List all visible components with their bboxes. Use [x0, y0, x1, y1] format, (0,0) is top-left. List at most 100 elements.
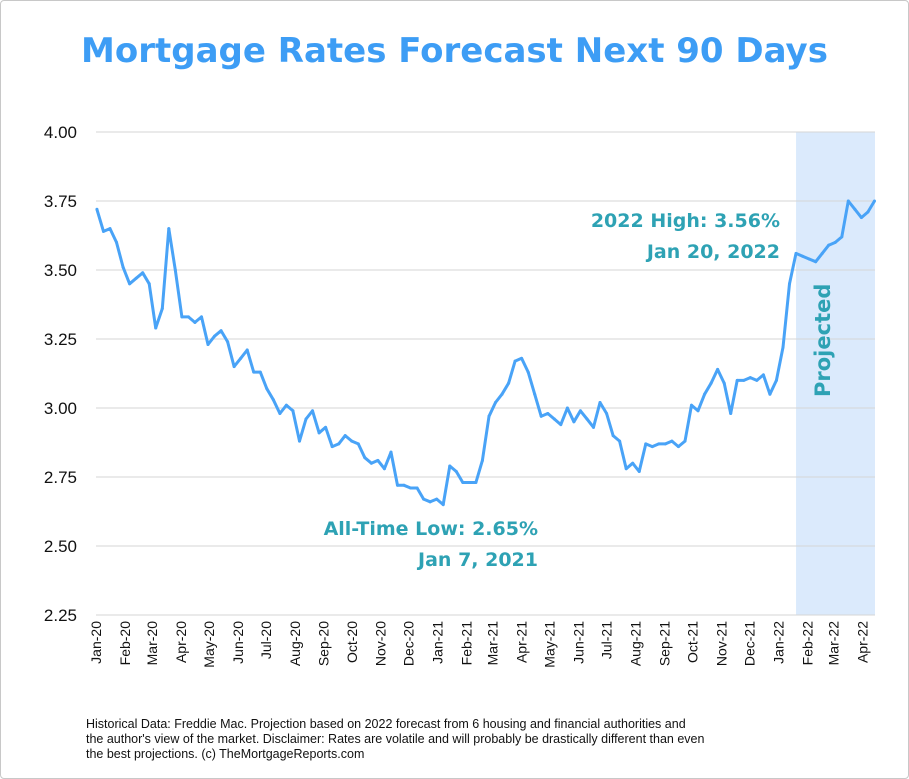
data-point [552, 417, 556, 421]
data-point [363, 456, 367, 460]
data-point [631, 461, 635, 465]
x-tick-label: Aug-20 [287, 621, 303, 666]
data-point [781, 345, 785, 349]
data-point [461, 481, 465, 485]
x-tick-label: Jun-21 [571, 621, 587, 664]
data-point [95, 207, 99, 211]
data-point [271, 398, 275, 402]
data-point [827, 243, 831, 247]
x-tick-label: May-20 [201, 621, 217, 668]
data-point [676, 445, 680, 449]
data-point [128, 282, 132, 286]
data-point [474, 481, 478, 485]
projected-region [796, 132, 875, 615]
x-tick-label: Apr-21 [514, 621, 530, 663]
data-point [454, 469, 458, 473]
data-point [546, 412, 550, 416]
data-point [154, 326, 158, 330]
data-point [284, 403, 288, 407]
data-point [605, 412, 609, 416]
data-point [441, 503, 445, 507]
y-tick-label: 4.00 [44, 123, 77, 142]
annotation-high-date: Jan 20, 2022 [645, 241, 780, 263]
x-tick-label: Jul-21 [599, 621, 615, 659]
data-point [683, 439, 687, 443]
x-tick-label: Oct-20 [344, 621, 360, 663]
data-point [624, 467, 628, 471]
data-point [232, 365, 236, 369]
data-point [160, 307, 164, 311]
y-tick-label: 3.00 [44, 399, 77, 418]
footer-note: Historical Data: Freddie Mac. Projection… [86, 717, 705, 761]
data-point [618, 439, 622, 443]
annotation-high-value: 2022 High: 3.56% [591, 210, 780, 232]
data-point [520, 356, 524, 360]
data-point [356, 442, 360, 446]
data-point [297, 439, 301, 443]
data-point [859, 216, 863, 220]
data-point [252, 370, 256, 374]
x-tick-label: Mar-22 [825, 621, 841, 666]
data-point [794, 251, 798, 255]
data-point [585, 417, 589, 421]
data-point [709, 381, 713, 385]
y-tick-label: 2.75 [44, 468, 77, 487]
data-point [735, 378, 739, 382]
x-tick-label: Nov-20 [373, 621, 389, 666]
y-tick-label: 3.25 [44, 330, 77, 349]
x-tick-label: Oct-21 [684, 621, 700, 663]
x-tick-label: Jan-21 [430, 621, 446, 664]
data-point [748, 376, 752, 380]
data-point [801, 254, 805, 258]
data-point [291, 409, 295, 413]
x-tick-label: Dec-21 [741, 621, 757, 666]
x-tick-label: May-21 [542, 621, 558, 668]
data-point [611, 434, 615, 438]
data-point [147, 282, 151, 286]
data-point [121, 265, 125, 269]
data-point [115, 240, 119, 244]
annotation-low-date: Jan 7, 2021 [416, 549, 538, 571]
data-point [761, 373, 765, 377]
data-point [193, 320, 197, 324]
data-point [245, 348, 249, 352]
y-tick-label: 2.50 [44, 537, 77, 556]
x-tick-label: Aug-21 [628, 621, 644, 666]
data-point [265, 387, 269, 391]
data-point [774, 378, 778, 382]
x-tick-label: Feb-22 [799, 621, 815, 666]
data-point [167, 227, 171, 231]
data-point [402, 483, 406, 487]
data-point [722, 381, 726, 385]
data-point [592, 425, 596, 429]
data-point [814, 260, 818, 264]
data-point [807, 257, 811, 261]
data-point [572, 420, 576, 424]
data-point [108, 227, 112, 231]
y-tick-label: 3.50 [44, 261, 77, 280]
data-point [500, 392, 504, 396]
data-point [493, 400, 497, 404]
data-point [696, 409, 700, 413]
data-point [219, 329, 223, 333]
data-point [330, 445, 334, 449]
data-point [134, 276, 138, 280]
data-point [382, 467, 386, 471]
data-point [317, 431, 321, 435]
x-tick-label: Jun-20 [230, 621, 246, 664]
data-point [663, 442, 667, 446]
data-point [820, 251, 824, 255]
data-point [846, 199, 850, 203]
data-point [337, 442, 341, 446]
data-point [448, 464, 452, 468]
projected-label: Projected [811, 284, 835, 397]
data-point [513, 359, 517, 363]
x-tick-label: Mar-20 [144, 621, 160, 666]
x-tick-label: Dec-20 [401, 621, 417, 666]
x-tick-label: Sep-20 [316, 621, 332, 666]
data-point [487, 414, 491, 418]
data-point [670, 439, 674, 443]
data-point [872, 199, 876, 203]
